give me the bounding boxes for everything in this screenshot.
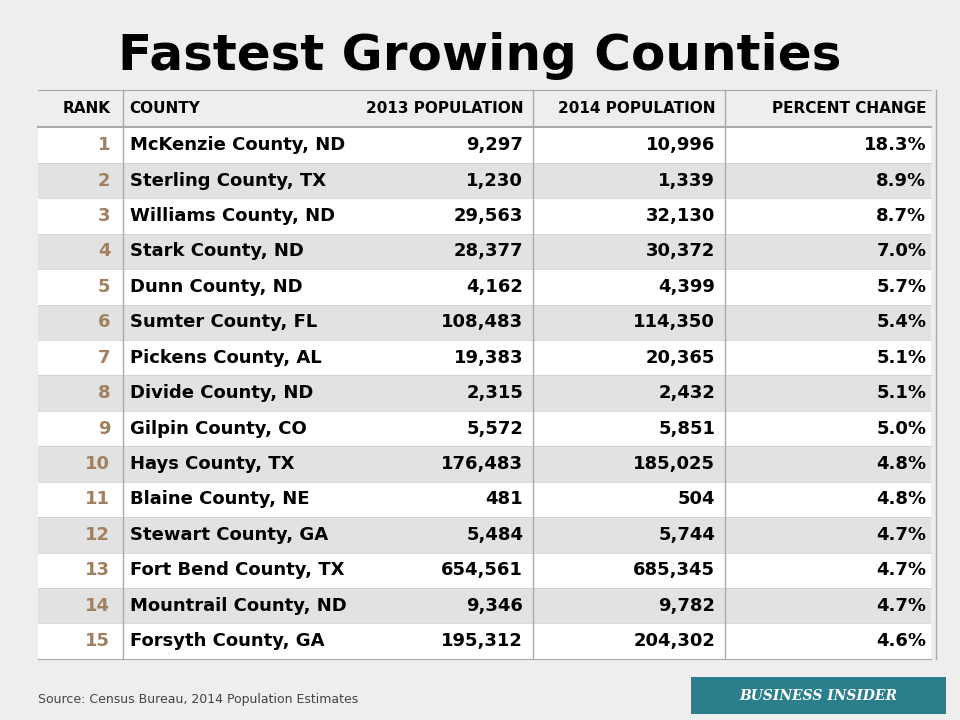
Text: 9,346: 9,346 bbox=[467, 597, 523, 615]
Text: 9: 9 bbox=[98, 420, 110, 438]
Text: 4,162: 4,162 bbox=[467, 278, 523, 296]
Text: 14: 14 bbox=[85, 597, 110, 615]
Text: 4: 4 bbox=[98, 243, 110, 261]
Text: 12: 12 bbox=[85, 526, 110, 544]
Bar bbox=[38, 163, 931, 198]
Text: 1,230: 1,230 bbox=[467, 171, 523, 189]
Bar bbox=[38, 552, 931, 588]
Text: 4.8%: 4.8% bbox=[876, 490, 926, 508]
Text: Gilpin County, CO: Gilpin County, CO bbox=[130, 420, 306, 438]
Text: 1,339: 1,339 bbox=[659, 171, 715, 189]
Text: 9,297: 9,297 bbox=[467, 136, 523, 154]
Text: Stewart County, GA: Stewart County, GA bbox=[130, 526, 327, 544]
Bar bbox=[38, 517, 931, 552]
Bar bbox=[38, 411, 931, 446]
Text: BUSINESS INSIDER: BUSINESS INSIDER bbox=[739, 688, 898, 703]
Text: 2,432: 2,432 bbox=[659, 384, 715, 402]
Text: 32,130: 32,130 bbox=[646, 207, 715, 225]
Text: Fastest Growing Counties: Fastest Growing Counties bbox=[118, 32, 842, 81]
Bar bbox=[38, 234, 931, 269]
Text: 114,350: 114,350 bbox=[634, 313, 715, 331]
Text: 5.0%: 5.0% bbox=[876, 420, 926, 438]
Text: 504: 504 bbox=[678, 490, 715, 508]
Text: 28,377: 28,377 bbox=[454, 243, 523, 261]
Bar bbox=[38, 198, 931, 234]
Text: 4.6%: 4.6% bbox=[876, 632, 926, 650]
Text: 4.7%: 4.7% bbox=[876, 562, 926, 580]
Text: 2014 POPULATION: 2014 POPULATION bbox=[558, 102, 715, 116]
Text: 185,025: 185,025 bbox=[634, 455, 715, 473]
Text: 4.8%: 4.8% bbox=[876, 455, 926, 473]
Bar bbox=[38, 588, 931, 624]
Text: 11: 11 bbox=[85, 490, 110, 508]
Text: McKenzie County, ND: McKenzie County, ND bbox=[130, 136, 345, 154]
Text: 2: 2 bbox=[98, 171, 110, 189]
Text: 176,483: 176,483 bbox=[442, 455, 523, 473]
Bar bbox=[38, 127, 931, 163]
Bar bbox=[38, 340, 931, 375]
Text: 4.7%: 4.7% bbox=[876, 526, 926, 544]
Text: 8.7%: 8.7% bbox=[876, 207, 926, 225]
Bar bbox=[38, 375, 931, 411]
Text: Fort Bend County, TX: Fort Bend County, TX bbox=[130, 562, 344, 580]
Text: 5,572: 5,572 bbox=[467, 420, 523, 438]
Text: Sterling County, TX: Sterling County, TX bbox=[130, 171, 325, 189]
Text: 481: 481 bbox=[486, 490, 523, 508]
Text: 195,312: 195,312 bbox=[442, 632, 523, 650]
Text: 5.1%: 5.1% bbox=[876, 348, 926, 366]
Text: Hays County, TX: Hays County, TX bbox=[130, 455, 294, 473]
Text: 5,744: 5,744 bbox=[659, 526, 715, 544]
Bar bbox=[38, 446, 931, 482]
Text: 5.7%: 5.7% bbox=[876, 278, 926, 296]
Text: 9,782: 9,782 bbox=[659, 597, 715, 615]
Text: 15: 15 bbox=[85, 632, 110, 650]
Text: PERCENT CHANGE: PERCENT CHANGE bbox=[772, 102, 926, 116]
Bar bbox=[691, 677, 946, 714]
Text: 10,996: 10,996 bbox=[646, 136, 715, 154]
Text: Blaine County, NE: Blaine County, NE bbox=[130, 490, 309, 508]
Text: 204,302: 204,302 bbox=[634, 632, 715, 650]
Text: Pickens County, AL: Pickens County, AL bbox=[130, 348, 322, 366]
Text: 4,399: 4,399 bbox=[659, 278, 715, 296]
Text: Divide County, ND: Divide County, ND bbox=[130, 384, 313, 402]
Text: 13: 13 bbox=[85, 562, 110, 580]
Text: Stark County, ND: Stark County, ND bbox=[130, 243, 303, 261]
Text: 20,365: 20,365 bbox=[646, 348, 715, 366]
Bar bbox=[38, 482, 931, 517]
Text: 2013 POPULATION: 2013 POPULATION bbox=[366, 102, 523, 116]
Text: 654,561: 654,561 bbox=[442, 562, 523, 580]
Text: 8.9%: 8.9% bbox=[876, 171, 926, 189]
Text: 4.7%: 4.7% bbox=[876, 597, 926, 615]
Bar bbox=[38, 305, 931, 340]
Text: Forsyth County, GA: Forsyth County, GA bbox=[130, 632, 324, 650]
Text: 6: 6 bbox=[98, 313, 110, 331]
Text: 7: 7 bbox=[98, 348, 110, 366]
Text: 2,315: 2,315 bbox=[467, 384, 523, 402]
Text: 8: 8 bbox=[98, 384, 110, 402]
Bar bbox=[38, 269, 931, 305]
Text: 5.1%: 5.1% bbox=[876, 384, 926, 402]
Text: RANK: RANK bbox=[62, 102, 110, 116]
Text: 5,851: 5,851 bbox=[659, 420, 715, 438]
Text: 10: 10 bbox=[85, 455, 110, 473]
Text: 3: 3 bbox=[98, 207, 110, 225]
Text: Mountrail County, ND: Mountrail County, ND bbox=[130, 597, 347, 615]
Text: 108,483: 108,483 bbox=[441, 313, 523, 331]
Text: 5.4%: 5.4% bbox=[876, 313, 926, 331]
Text: 18.3%: 18.3% bbox=[864, 136, 926, 154]
Text: 1: 1 bbox=[98, 136, 110, 154]
Text: 30,372: 30,372 bbox=[646, 243, 715, 261]
Text: Williams County, ND: Williams County, ND bbox=[130, 207, 335, 225]
Text: Sumter County, FL: Sumter County, FL bbox=[130, 313, 317, 331]
Text: COUNTY: COUNTY bbox=[130, 102, 201, 116]
Text: 5,484: 5,484 bbox=[467, 526, 523, 544]
Text: Dunn County, ND: Dunn County, ND bbox=[130, 278, 302, 296]
Text: 7.0%: 7.0% bbox=[876, 243, 926, 261]
Text: 685,345: 685,345 bbox=[634, 562, 715, 580]
Text: 29,563: 29,563 bbox=[454, 207, 523, 225]
Text: Source: Census Bureau, 2014 Population Estimates: Source: Census Bureau, 2014 Population E… bbox=[38, 693, 359, 706]
Text: 19,383: 19,383 bbox=[454, 348, 523, 366]
Text: 5: 5 bbox=[98, 278, 110, 296]
Bar bbox=[38, 624, 931, 659]
